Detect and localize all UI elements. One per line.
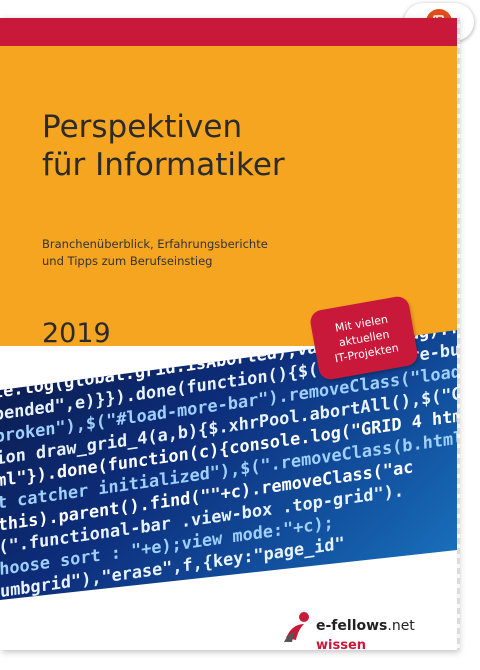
- publisher-subline: wissen: [316, 638, 367, 653]
- code-image: ml_json=b,f.html(c),console.log("adding …: [0, 330, 457, 600]
- title-line-2: für Informatiker: [42, 147, 285, 183]
- book-title: Perspektiven für Informatiker: [42, 108, 285, 184]
- publisher-name-suffix: .net: [387, 618, 415, 634]
- cover-orange-panel: [0, 46, 457, 346]
- subtitle-line-1: Branchenüberblick, Erfahrungsberichte: [42, 237, 268, 251]
- page-edge: [457, 18, 460, 650]
- book-subtitle: Branchenüberblick, Erfahrungsberichte un…: [42, 236, 268, 270]
- top-stripe: [0, 18, 457, 46]
- e-fellows-logo-icon: [284, 612, 309, 642]
- title-line-1: Perspektiven: [42, 109, 243, 145]
- book-cover[interactable]: ml_json=b,f.html(c),console.log("adding …: [0, 18, 457, 653]
- publisher-name-bold: e-fellows: [316, 618, 388, 634]
- subtitle-line-2: und Tipps zum Berufseinstieg: [42, 254, 213, 268]
- book-year: 2019: [42, 318, 111, 349]
- publisher-name: e-fellows.net: [316, 618, 415, 634]
- code-text: ml_json=b,f.html(c),console.log("adding …: [0, 330, 457, 600]
- publisher-logo: e-fellows.net wissen: [282, 610, 442, 660]
